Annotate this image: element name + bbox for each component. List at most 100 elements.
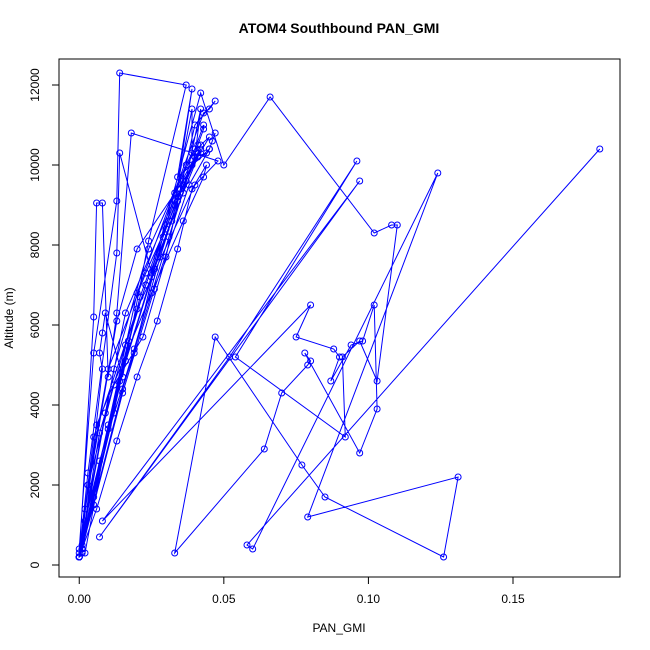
data-point — [200, 173, 208, 181]
data-point — [370, 229, 378, 237]
data-point — [98, 517, 106, 525]
x-tick-label: 0.10 — [357, 592, 381, 606]
data-point — [174, 185, 182, 193]
data-point — [148, 273, 155, 281]
data-point — [81, 517, 89, 525]
data-point — [93, 421, 101, 429]
data-point — [90, 493, 98, 501]
data-point — [104, 425, 112, 433]
data-point — [179, 181, 187, 189]
data-point — [148, 269, 155, 277]
data-point — [122, 309, 129, 317]
x-tick-label: 0.00 — [68, 592, 92, 606]
data-point — [197, 105, 205, 113]
data-point — [182, 161, 190, 169]
data-point — [90, 433, 98, 441]
data-point — [341, 433, 349, 441]
data-point — [336, 353, 343, 361]
data-point — [330, 345, 338, 353]
data-point — [116, 149, 124, 157]
data-point — [356, 337, 364, 345]
data-point — [249, 545, 257, 553]
y-tick-label: 4000 — [28, 391, 42, 418]
data-point — [156, 253, 164, 261]
data-point — [153, 253, 161, 261]
data-point — [153, 317, 161, 325]
y-tick-label: 10000 — [28, 148, 42, 182]
data-point — [90, 313, 98, 321]
data-point — [150, 285, 158, 293]
data-point — [75, 553, 83, 561]
data-point — [171, 201, 179, 209]
data-point — [110, 409, 118, 417]
data-point — [174, 173, 182, 181]
data-point — [188, 105, 196, 113]
data-point — [347, 341, 355, 349]
data-point — [200, 121, 208, 129]
data-series — [75, 69, 604, 561]
data-point — [301, 349, 309, 357]
data-point — [142, 281, 150, 289]
data-point — [243, 541, 251, 549]
data-point — [84, 481, 92, 489]
data-point — [179, 189, 187, 197]
data-point — [370, 301, 378, 309]
data-point — [133, 245, 141, 253]
data-point — [119, 389, 127, 397]
data-point — [304, 513, 312, 521]
x-axis: 0.00 0.05 0.10 0.15 — [68, 576, 525, 606]
y-axis-label: Altitude (m) — [2, 287, 16, 348]
data-point — [113, 309, 121, 317]
data-point — [101, 409, 109, 417]
data-point — [182, 81, 190, 89]
data-point — [596, 145, 604, 153]
data-point — [104, 421, 112, 429]
data-point — [122, 357, 129, 365]
data-point — [84, 469, 92, 477]
x-tick-label: 0.15 — [501, 592, 525, 606]
data-point — [338, 353, 346, 361]
data-point — [96, 457, 103, 465]
data-point — [214, 157, 222, 165]
data-point — [90, 501, 98, 509]
data-point — [211, 333, 219, 341]
data-point — [373, 405, 381, 413]
data-point — [188, 149, 196, 157]
data-point — [292, 333, 300, 341]
data-point — [191, 121, 199, 129]
chart-title: ATOM4 Southbound PAN_GMI — [239, 20, 440, 36]
data-point — [136, 293, 144, 301]
y-tick-label: 2000 — [28, 471, 42, 498]
data-point — [359, 337, 367, 345]
data-point — [81, 505, 89, 513]
series-line — [78, 72, 601, 559]
data-point — [454, 473, 462, 481]
data-point — [179, 217, 187, 225]
data-point — [96, 429, 103, 437]
data-point — [139, 333, 147, 341]
data-point — [171, 549, 179, 557]
data-point — [113, 317, 121, 325]
data-point — [197, 141, 205, 149]
data-point — [205, 133, 213, 141]
data-point — [127, 129, 135, 137]
data-point — [203, 161, 210, 169]
data-point — [113, 437, 121, 445]
data-point — [159, 233, 167, 241]
data-point — [96, 533, 103, 541]
data-point — [278, 389, 286, 397]
data-point — [298, 461, 306, 469]
data-point — [191, 181, 199, 189]
data-point — [101, 309, 109, 317]
data-point — [133, 373, 141, 381]
data-point — [162, 225, 170, 233]
data-point — [96, 349, 103, 357]
data-point — [226, 353, 234, 361]
data-point — [203, 149, 210, 157]
data-point — [197, 89, 205, 97]
data-point — [220, 161, 228, 169]
data-point — [81, 549, 89, 557]
data-point — [260, 445, 268, 453]
data-point — [179, 177, 187, 185]
